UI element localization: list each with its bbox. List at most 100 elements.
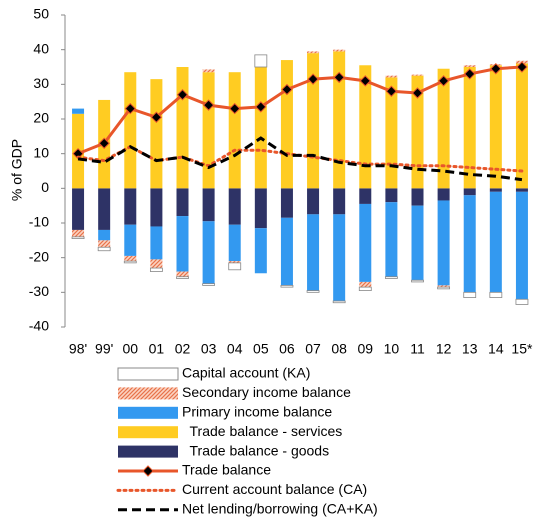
bar-segment [71, 236, 85, 240]
bar-segment [515, 298, 529, 305]
bar-segment [72, 108, 85, 114]
y-tick-label: -30 [29, 283, 49, 299]
line-marker [202, 99, 215, 111]
bar-segment [98, 229, 111, 241]
line-marker [281, 83, 293, 96]
series-line [77, 136, 523, 182]
bar-segment [176, 216, 189, 272]
bar-segment [463, 291, 477, 298]
bar-segment [228, 188, 241, 225]
y-tick-label: 0 [41, 179, 49, 195]
bar-segment [202, 283, 216, 286]
bar-segment [307, 51, 320, 54]
bar-segment [228, 262, 242, 271]
line-marker [490, 63, 502, 75]
bar-segment [411, 188, 424, 206]
legend-swatch [118, 387, 178, 400]
bar-segment [150, 259, 163, 269]
bar-segment [228, 72, 241, 189]
bar-segment [489, 191, 502, 293]
bar-segment [202, 221, 215, 284]
line-marker [72, 147, 84, 160]
bar-segment [385, 75, 398, 78]
bar-segment [359, 65, 372, 189]
bar-segment [333, 51, 346, 189]
x-tick-label: 15* [511, 341, 533, 357]
y-tick-label: 50 [33, 6, 49, 22]
bar-segment [228, 261, 241, 263]
x-tick-label: 99' [95, 341, 113, 357]
x-tick-label: 00 [122, 341, 138, 357]
x-tick-label: 02 [175, 341, 191, 357]
x-tick-label: 01 [149, 341, 165, 357]
bar-segment [411, 75, 424, 189]
legend-label: Secondary income balance [182, 384, 351, 400]
y-axis-label: % of GDP [9, 139, 25, 201]
bar-segment [333, 188, 346, 215]
legend-swatch [118, 445, 178, 458]
line-marker [255, 101, 267, 113]
bar-segment [254, 54, 268, 68]
bar-segment [150, 188, 163, 227]
y-tick-label: 40 [33, 40, 49, 56]
line-marker [359, 75, 371, 87]
bar-segment [437, 188, 450, 201]
line-marker [150, 111, 163, 123]
bar-segment [150, 226, 163, 260]
x-tick-label: 10 [384, 341, 400, 357]
bar-segment [124, 255, 137, 262]
line-marker [411, 87, 424, 99]
line-marker [385, 85, 398, 97]
bar-segment [306, 290, 320, 293]
series-line [77, 65, 523, 156]
bar-segment [280, 60, 293, 189]
bar-segment [489, 188, 502, 192]
series-line [76, 145, 524, 173]
bar-segment [123, 260, 137, 264]
bar-segment [385, 188, 398, 203]
bar-segment [385, 77, 398, 189]
bar-segment [254, 67, 267, 189]
bar-segment [98, 240, 111, 248]
x-tick-label: 04 [227, 341, 243, 357]
line-marker [229, 102, 241, 115]
y-tick-label: 10 [33, 144, 49, 160]
bar-segment [359, 281, 372, 288]
bar-segment [307, 188, 320, 215]
bar-segment [437, 286, 451, 290]
bar-segment [358, 286, 372, 291]
y-tick-label: 20 [33, 110, 49, 126]
y-tick-label: -10 [29, 214, 49, 230]
bar-segment [515, 63, 528, 189]
bar-segment [463, 65, 476, 67]
bar-segment [202, 72, 215, 189]
bar-segment [463, 195, 476, 293]
bar-segment [202, 188, 215, 222]
bar-segment [489, 65, 502, 189]
bar-segment [437, 68, 450, 189]
legend-label: Primary income balance [182, 404, 332, 420]
bar-segment [359, 188, 372, 204]
bar-segment [307, 214, 320, 291]
y-tick-label: -20 [29, 248, 49, 264]
x-tick-label: 12 [436, 341, 452, 357]
bar-segment [280, 188, 293, 218]
legend-label: Trade balance - goods [182, 442, 329, 458]
bar-segment [72, 188, 85, 230]
line-marker [333, 71, 345, 84]
x-tick-label: 13 [462, 341, 478, 357]
legend-marker [142, 465, 154, 477]
legend-swatch [117, 367, 179, 381]
bar-segment [463, 188, 476, 196]
legend-label: Capital account (KA) [182, 365, 310, 381]
line-marker [307, 73, 319, 85]
x-tick-label: 07 [305, 341, 321, 357]
bar-segment [254, 188, 267, 229]
line-marker [516, 61, 528, 73]
bar-segment [280, 284, 294, 288]
line-marker [464, 68, 476, 80]
bar-segment [489, 291, 503, 298]
bar-segment [98, 188, 111, 230]
legend-label: Trade balance - services [182, 423, 342, 439]
